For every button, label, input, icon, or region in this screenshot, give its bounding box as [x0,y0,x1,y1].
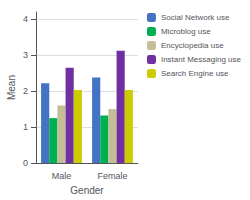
svg-text:4: 4 [23,14,28,24]
svg-text:Microblog use: Microblog use [161,27,211,36]
svg-text:1: 1 [23,122,28,132]
svg-text:Gender: Gender [70,185,104,196]
svg-text:2: 2 [23,86,28,96]
svg-text:Male: Male [52,171,72,181]
svg-text:3: 3 [23,50,28,60]
svg-text:0: 0 [23,158,28,168]
svg-text:Female: Female [97,171,127,181]
svg-text:Social Network use: Social Network use [161,13,230,22]
svg-text:Search Engine use: Search Engine use [161,69,229,78]
svg-text:Encyclopedia use: Encyclopedia use [161,41,224,50]
svg-text:Instant Messaging use: Instant Messaging use [161,55,242,64]
svg-text:Mean: Mean [6,75,17,100]
